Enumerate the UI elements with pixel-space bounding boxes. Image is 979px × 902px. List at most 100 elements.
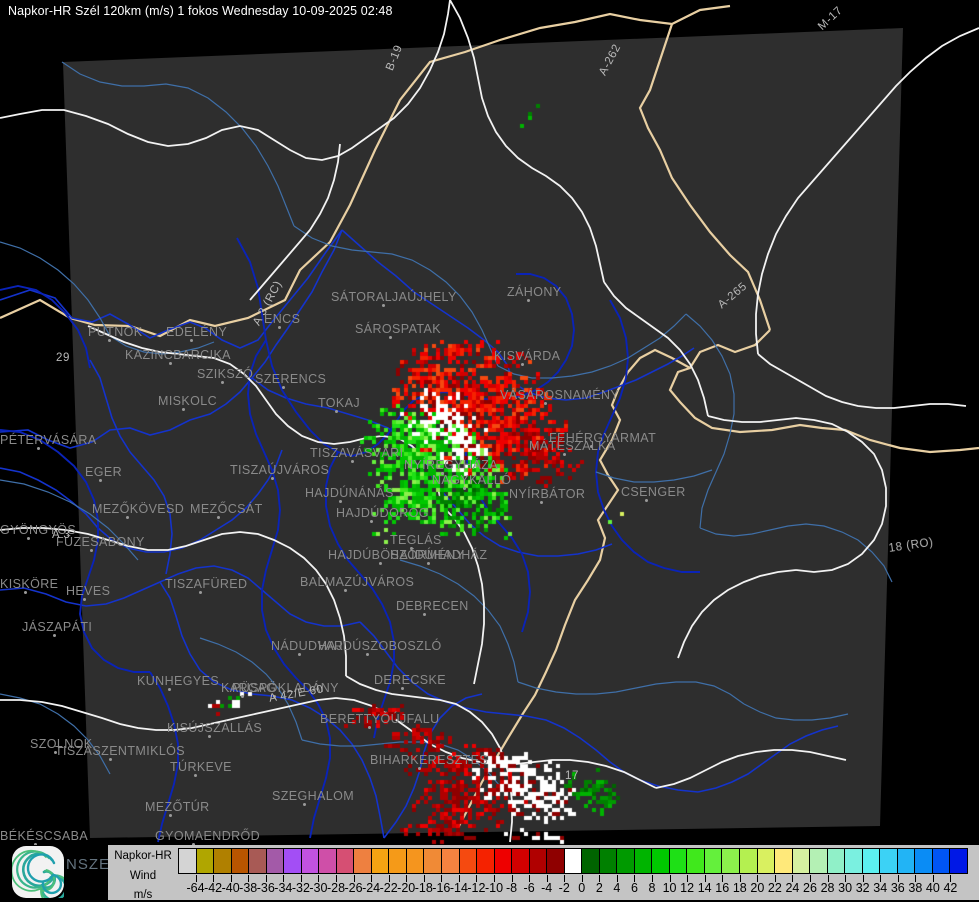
city-marker-dot [527, 299, 531, 302]
colorbar-cell [722, 849, 740, 873]
colorbar-tick [195, 875, 197, 882]
colorbar-cell [336, 849, 355, 873]
colorbar-tick-label: 12 [680, 881, 695, 895]
colorbar-tick-label: 20 [750, 881, 765, 895]
city-marker-dot [220, 381, 224, 384]
colorbar-tick-label: -6 [523, 881, 535, 895]
colorbar-tick [880, 875, 882, 882]
colorbar-tick [704, 875, 706, 882]
colorbar-tick-label: 18 [732, 881, 747, 895]
colorbar-tick [827, 875, 829, 882]
colorbar-tick-label: 10 [662, 881, 677, 895]
colorbar-tick-label: 38 [908, 881, 923, 895]
colorbar-tick-label: -28 [326, 881, 346, 895]
colorbar-tick-label: 22 [767, 881, 782, 895]
colorbar-tick [722, 875, 724, 882]
colorbar-tick [300, 875, 302, 882]
colorbar-tick [336, 875, 337, 882]
city-marker-dot [521, 363, 525, 366]
city-marker-dot [34, 843, 37, 845]
city-marker-dot [37, 447, 41, 450]
city-marker-dot [350, 460, 354, 463]
city-marker-dot [192, 843, 196, 845]
colorbar-cell [845, 849, 863, 873]
city-marker-dot [217, 516, 221, 519]
colorbar-cells [178, 848, 968, 874]
colorbar-cell [617, 849, 635, 873]
city-marker-dot [365, 653, 369, 656]
colorbar-tick-label: 16 [715, 881, 730, 895]
colorbar-cell [406, 849, 425, 873]
colorbar-cell [932, 849, 951, 873]
colorbar-cell [371, 849, 390, 873]
colorbar-tick [774, 875, 776, 882]
colorbar-tick-label: -22 [379, 881, 398, 895]
colorbar-tick-label: 40 [925, 881, 940, 895]
radar-map[interactable]: PUTNOK EDELÉNY KAZINCBARCIKA ENCS SZIKSZÓ SZE… [0, 0, 979, 845]
city-marker-dot [367, 726, 371, 729]
colorbar-cell [862, 849, 881, 873]
colorbar-tick [265, 875, 267, 882]
colorbar-legend: Napkor-HR Wind m/s -64 -42 -40 -38 -36 -34 -32… [108, 845, 979, 901]
legend-units: m/s [133, 889, 153, 901]
colorbar-tick-label: -32 [291, 881, 310, 895]
colorbar-cell [179, 849, 197, 873]
colorbar-tick [423, 875, 425, 882]
colorbar-tick [792, 875, 794, 882]
colorbar-tick [950, 875, 952, 882]
page-title: Napkor-HR Szél 120km (m/s) 1 fokos Wedne… [8, 4, 393, 18]
colorbar-cell [301, 849, 320, 873]
city-marker-dot [241, 695, 245, 698]
colorbar-tick-label: -14 [449, 881, 468, 895]
colorbar-cell [897, 849, 916, 873]
colorbar-tick [581, 875, 583, 882]
colorbar-cell [564, 849, 583, 873]
colorbar-cell [231, 849, 250, 873]
colorbar-tick-label: -10 [484, 881, 504, 895]
colorbar-tick [371, 875, 373, 882]
colorbar-cell [915, 849, 933, 873]
city-marker-dot [401, 687, 405, 690]
city-marker-dot [272, 695, 276, 698]
city-marker-dot [544, 402, 548, 405]
city-marker-dot [410, 547, 414, 550]
colorbar-tick [915, 875, 917, 882]
colorbar-tick [897, 875, 899, 882]
city-marker-dot [189, 339, 193, 342]
colorbar-tick [213, 875, 215, 882]
colorbar-cell [950, 849, 967, 873]
colorbar-tick-label: -38 [239, 881, 258, 895]
colorbar-tick-label: -30 [309, 881, 328, 895]
colorbar-tick [476, 875, 478, 882]
colorbar-cell [441, 849, 460, 873]
organisation-logo [12, 846, 64, 898]
colorbar-cell [266, 849, 285, 873]
city-marker-dot [389, 336, 392, 339]
colorbar-cell [669, 849, 688, 873]
colorbar-cell [547, 849, 565, 873]
colorbar-tick [248, 875, 250, 882]
colorbar-tick-label: 6 [630, 881, 638, 895]
colorbar-tick [599, 875, 601, 882]
colorbar-tick-label: 36 [890, 881, 905, 895]
city-marker-dot [370, 520, 373, 523]
colorbar-cell [512, 849, 530, 873]
city-marker-dot [52, 634, 56, 637]
city-marker-dot [169, 362, 173, 365]
colorbar-tick-label: 0 [578, 881, 586, 895]
colorbar-cell [740, 849, 758, 873]
colorbar-tick-label: -26 [344, 881, 363, 895]
colorbar-tick-label: -16 [432, 881, 451, 895]
city-marker-dot [90, 549, 93, 552]
colorbar-tick-label: 28 [820, 881, 835, 895]
colorbar-tick-label: -8 [505, 881, 518, 895]
colorbar-cell [704, 849, 723, 873]
colorbar-cell [249, 849, 267, 873]
colorbar-tick-label: -12 [467, 881, 486, 895]
city-marker-dot [126, 516, 129, 519]
colorbar-tick [634, 875, 636, 882]
colorbar-cell [319, 849, 337, 873]
city-marker-dot [441, 472, 445, 475]
colorbar-tick-label: -36 [256, 881, 275, 895]
colorbar-tick [616, 875, 618, 882]
